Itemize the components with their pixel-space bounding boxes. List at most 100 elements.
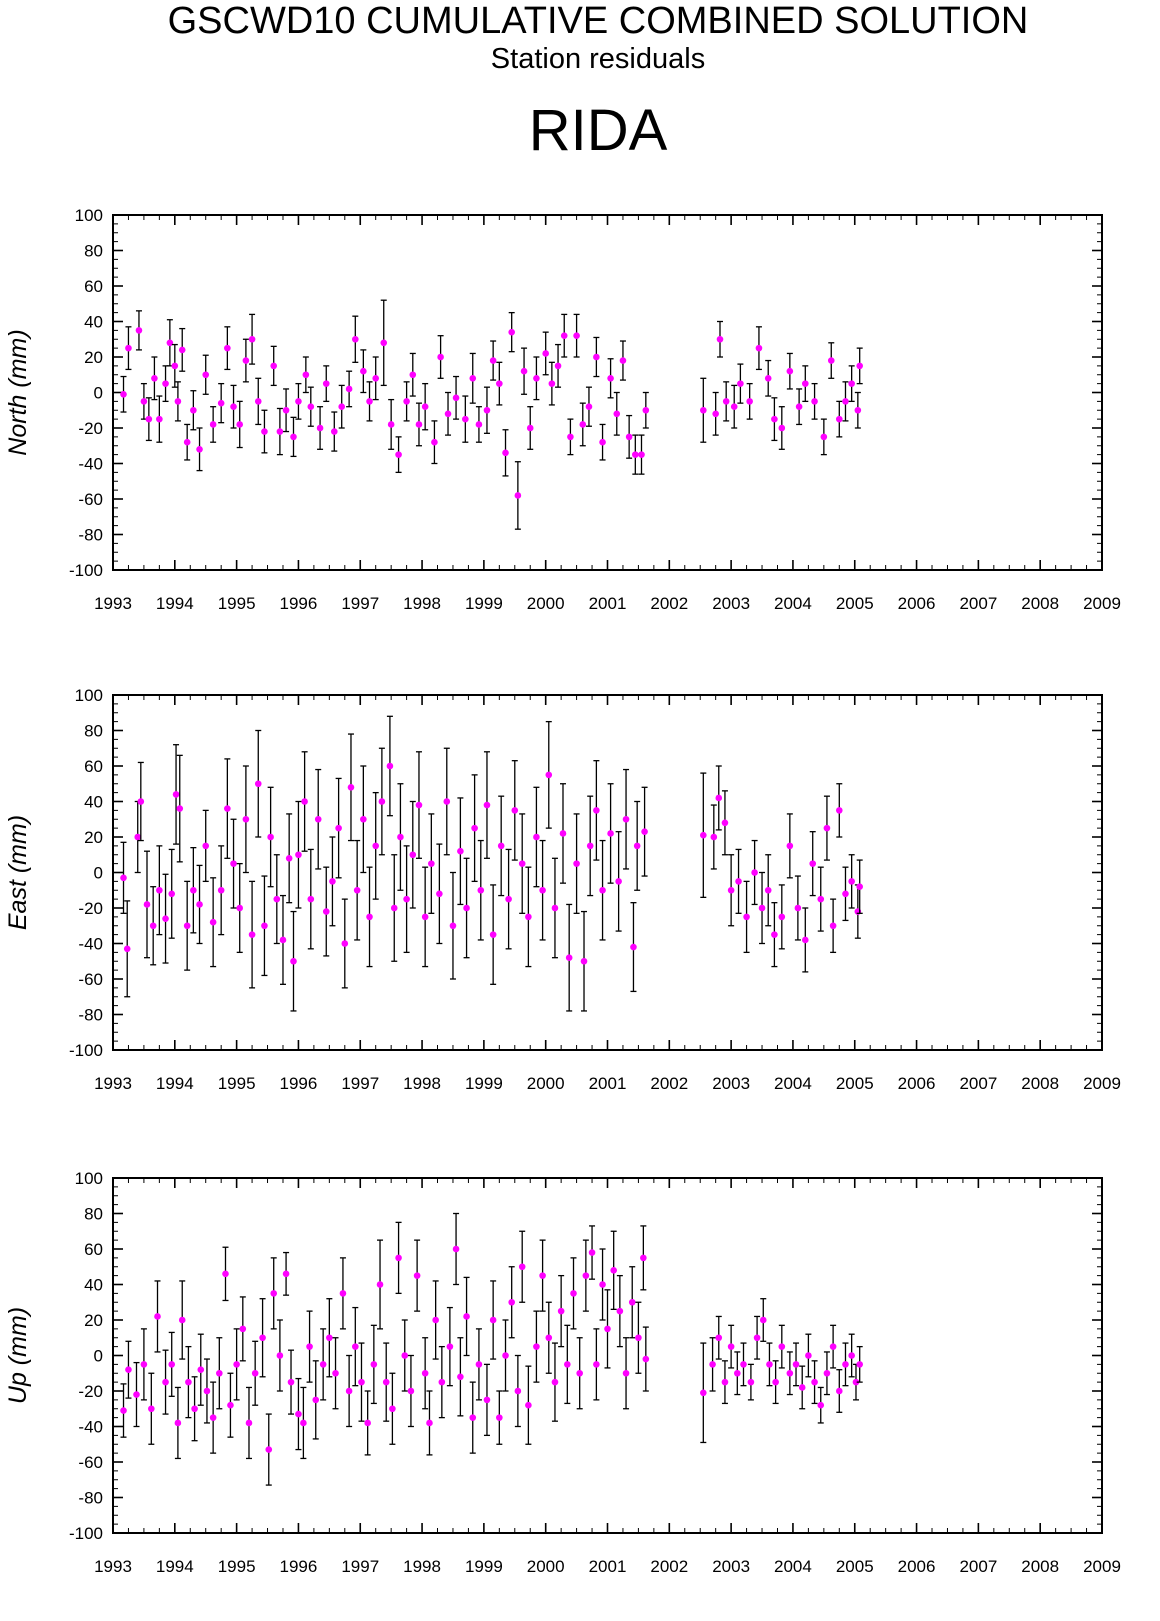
y-tick-label: 40	[84, 313, 103, 332]
y-tick-label: 40	[84, 1276, 103, 1295]
data-point	[295, 851, 302, 859]
data-point	[483, 801, 491, 809]
data-point	[285, 855, 293, 862]
data-point	[209, 1414, 217, 1421]
data-point	[330, 428, 338, 435]
data-point	[835, 1387, 843, 1395]
data-point	[710, 833, 718, 841]
data-point	[329, 878, 336, 885]
data-point	[700, 406, 707, 414]
data-point	[759, 1316, 767, 1324]
data-point	[735, 878, 742, 885]
data-point	[497, 842, 505, 850]
y-tick-label: -40	[78, 1418, 103, 1437]
data-point	[436, 890, 443, 898]
data-point	[322, 380, 330, 387]
y-tick-label: -40	[78, 935, 103, 954]
data-point	[282, 406, 290, 414]
data-point	[829, 922, 837, 930]
data-point	[823, 1369, 831, 1377]
data-point	[403, 895, 410, 903]
data-point	[378, 798, 386, 805]
data-point	[716, 335, 724, 343]
y-tick-label: 0	[94, 864, 103, 883]
data-point	[209, 918, 217, 926]
data-point	[514, 492, 522, 499]
x-tick-label: 2009	[1083, 1557, 1121, 1576]
data-point	[740, 1361, 747, 1368]
data-point	[502, 449, 509, 457]
data-point	[730, 403, 738, 411]
plot-frame	[112, 214, 1103, 571]
data-point	[496, 380, 503, 387]
data-point	[489, 931, 497, 938]
data-point	[196, 901, 203, 908]
data-point	[140, 1361, 148, 1368]
data-point	[727, 1343, 735, 1350]
data-point	[282, 1270, 290, 1278]
data-point	[135, 327, 143, 334]
x-tick-label: 2008	[1021, 594, 1059, 613]
data-point	[505, 895, 512, 903]
x-tick-label: 2002	[650, 1557, 688, 1576]
data-point	[625, 433, 633, 441]
data-point	[622, 1369, 630, 1377]
data-point	[817, 1401, 825, 1409]
data-point	[270, 362, 278, 370]
data-point	[747, 1378, 755, 1386]
x-tick-label: 1999	[465, 1557, 503, 1576]
y-tick-label: 20	[84, 1311, 103, 1330]
data-point	[421, 403, 429, 411]
x-tick-label: 1994	[156, 594, 194, 613]
data-point	[599, 886, 606, 894]
data-point	[376, 1281, 384, 1288]
data-point	[389, 1405, 396, 1413]
x-tick-label: 2000	[527, 1557, 565, 1576]
data-point	[174, 398, 182, 405]
data-point	[242, 357, 250, 364]
data-point	[428, 860, 435, 867]
data-point	[364, 1419, 371, 1427]
data-point	[322, 908, 330, 915]
data-point	[533, 375, 540, 382]
plot-frame	[112, 694, 1103, 1051]
data-point	[168, 890, 176, 898]
data-point	[848, 1352, 855, 1359]
data-point	[457, 1373, 464, 1381]
y-tick-label: 20	[84, 828, 103, 847]
panel-2: 100 80 60 40 20 0 -20 -40 -60 -80 -100 1993 1994 1995…	[4, 686, 1121, 1093]
data-point	[290, 433, 297, 441]
data-point	[197, 1366, 205, 1373]
data-point	[387, 421, 395, 428]
data-point	[842, 890, 849, 898]
data-point	[216, 1369, 223, 1377]
data-point	[573, 332, 580, 340]
data-point	[712, 410, 719, 418]
data-point	[125, 1366, 132, 1373]
data-point	[576, 1369, 583, 1377]
data-point	[709, 1361, 716, 1368]
data-point	[811, 1378, 818, 1386]
data-point	[533, 1343, 540, 1350]
data-point	[554, 362, 562, 370]
data-point	[820, 433, 828, 441]
data-point	[227, 1401, 234, 1409]
data-point	[548, 380, 556, 387]
data-point	[407, 1387, 415, 1395]
x-tick-label: 1999	[465, 594, 503, 613]
data-point	[786, 842, 794, 850]
data-point	[372, 842, 380, 850]
data-point	[332, 1369, 339, 1377]
data-point	[452, 1245, 460, 1253]
x-tick-label: 2001	[589, 1074, 627, 1093]
data-point	[809, 860, 817, 867]
x-tick-label: 1995	[218, 594, 256, 613]
data-point	[802, 380, 809, 387]
data-point	[635, 1334, 642, 1342]
data-point	[230, 860, 237, 867]
data-point	[642, 406, 650, 414]
data-point	[489, 357, 497, 364]
data-point	[771, 415, 778, 423]
data-point	[203, 1387, 211, 1395]
data-point	[168, 1361, 176, 1368]
